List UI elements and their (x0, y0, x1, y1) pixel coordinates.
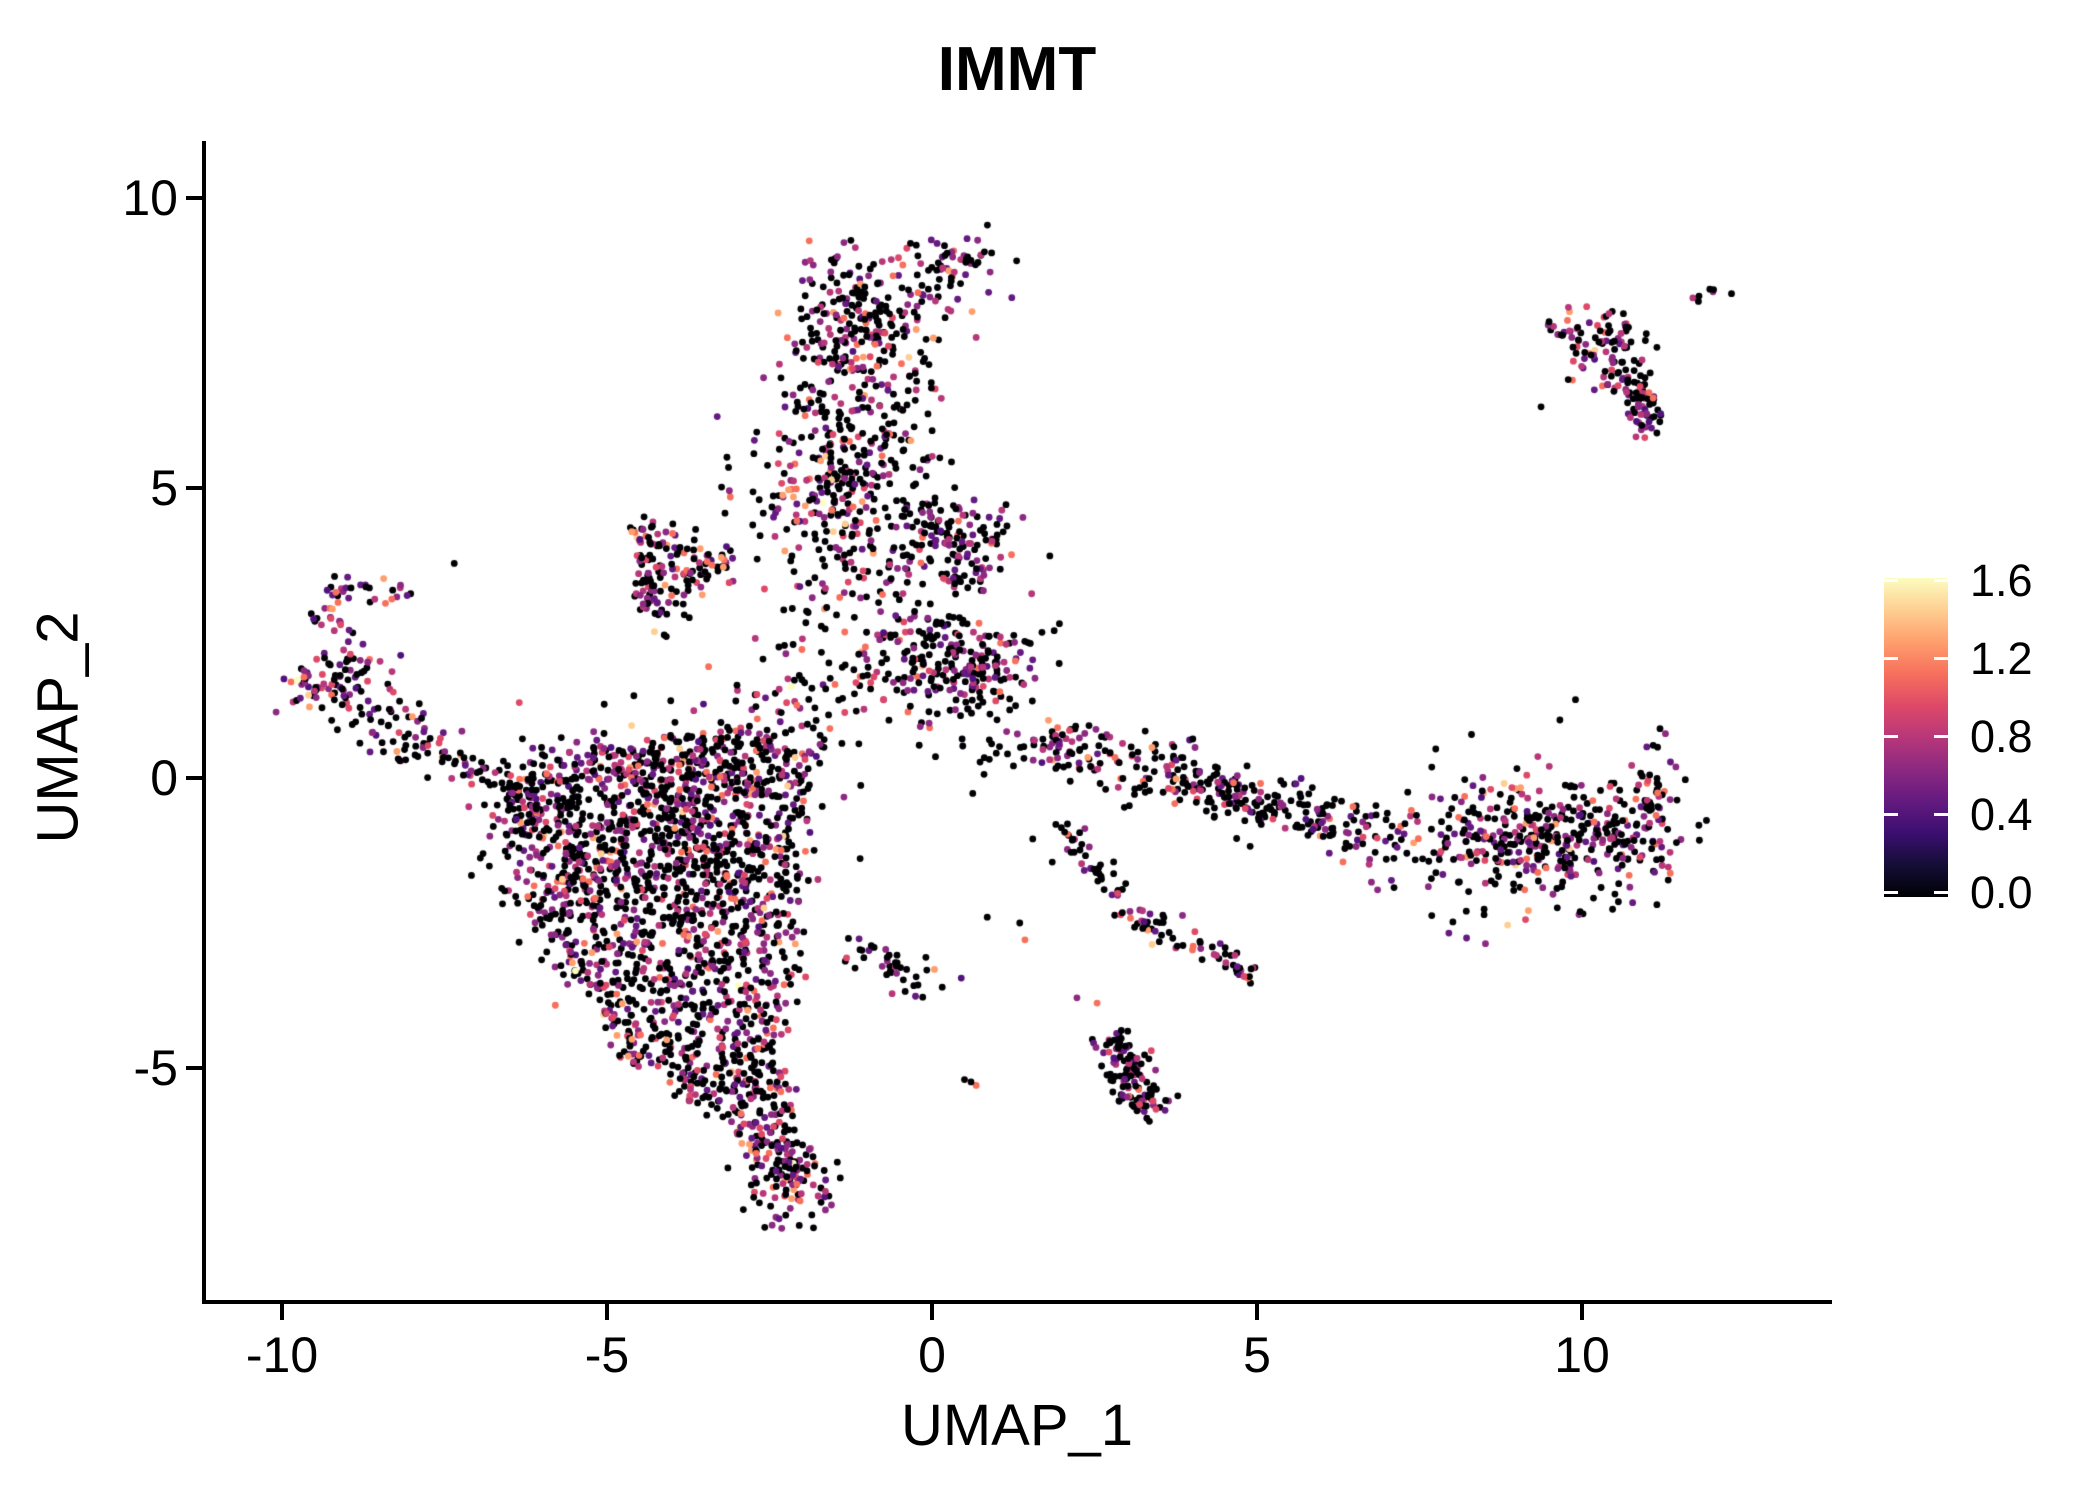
x-tick-mark (1580, 1304, 1584, 1320)
colorbar-tick-mark (1884, 813, 1898, 816)
colorbar-tick-mark (1884, 735, 1898, 738)
colorbar-tick-mark (1934, 813, 1948, 816)
plot-title: IMMT (937, 35, 1097, 104)
colorbar-tick-mark (1884, 891, 1898, 894)
y-tick-label: -5 (133, 1040, 178, 1096)
y-tick-label: 5 (150, 460, 178, 516)
colorbar-tick-mark (1884, 579, 1898, 582)
x-tick-mark (930, 1304, 934, 1320)
y-axis-title: UMAP_2 (25, 611, 91, 844)
y-tick-mark (186, 196, 202, 200)
x-tick-mark (1255, 1304, 1259, 1320)
y-tick-label: 10 (122, 170, 178, 226)
colorbar-tick-mark (1934, 657, 1948, 660)
x-axis-line (202, 1300, 1832, 1304)
y-tick-mark (186, 1066, 202, 1070)
y-axis-line (202, 141, 206, 1304)
x-tick-label: 10 (1554, 1327, 1610, 1383)
x-tick-label: 0 (918, 1327, 946, 1383)
x-axis-title: UMAP_1 (900, 1393, 1134, 1458)
colorbar-tick-mark (1934, 735, 1948, 738)
x-tick-mark (605, 1304, 609, 1320)
y-tick-mark (186, 776, 202, 780)
colorbar-tick-mark (1934, 579, 1948, 582)
x-tick-label: 5 (1243, 1327, 1271, 1383)
colorbar-tick-label: 1.2 (1970, 633, 2033, 684)
colorbar-tick-label: 0.0 (1970, 867, 2033, 918)
y-tick-mark (186, 486, 202, 490)
y-tick-label: 0 (150, 750, 178, 806)
colorbar-tick-label: 0.8 (1970, 711, 2033, 762)
colorbar-tick-mark (1934, 891, 1948, 894)
x-tick-label: -10 (245, 1327, 319, 1383)
x-tick-label: -5 (584, 1327, 630, 1383)
colorbar-tick-label: 0.4 (1970, 789, 2033, 840)
colorbar-tick-label: 1.6 (1970, 555, 2033, 606)
x-tick-mark (280, 1304, 284, 1320)
colorbar-tick-mark (1884, 657, 1898, 660)
